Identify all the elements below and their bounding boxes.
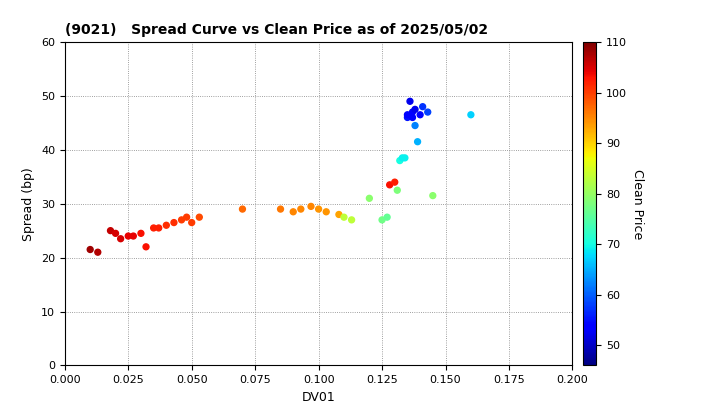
Point [275, 206, 287, 213]
Point [305, 203, 317, 210]
Point [338, 214, 350, 220]
Point [384, 181, 395, 188]
Point [382, 214, 393, 220]
Point [109, 230, 121, 237]
Point [407, 109, 418, 116]
Point [465, 111, 477, 118]
Point [364, 195, 375, 202]
Point [127, 233, 139, 239]
Point [409, 106, 420, 113]
Point [397, 155, 408, 161]
Point [407, 114, 418, 121]
Y-axis label: Spread (bp): Spread (bp) [22, 167, 35, 241]
Point [404, 98, 415, 105]
Point [181, 214, 192, 220]
Point [287, 208, 299, 215]
Point [237, 206, 248, 213]
Point [399, 155, 410, 161]
Point [333, 211, 345, 218]
Point [104, 227, 116, 234]
Point [394, 157, 405, 164]
Point [186, 219, 197, 226]
Point [346, 217, 357, 223]
Point [320, 208, 332, 215]
Point [415, 111, 426, 118]
Point [313, 206, 325, 213]
Point [135, 230, 147, 237]
Point [389, 179, 400, 186]
Point [194, 214, 205, 220]
Point [153, 225, 164, 231]
Point [161, 222, 172, 228]
Point [402, 114, 413, 121]
Point [377, 217, 388, 223]
X-axis label: DV01: DV01 [302, 391, 336, 404]
Point [412, 138, 423, 145]
Text: (9021)   Spread Curve vs Clean Price as of 2025/05/02: (9021) Spread Curve vs Clean Price as of… [65, 23, 488, 37]
Point [92, 249, 104, 255]
Point [140, 244, 152, 250]
Point [295, 206, 307, 213]
Point [115, 235, 127, 242]
Point [148, 225, 159, 231]
Point [402, 111, 413, 118]
Y-axis label: Clean Price: Clean Price [631, 168, 644, 239]
Point [122, 233, 134, 239]
Point [392, 187, 403, 194]
Point [417, 103, 428, 110]
Point [422, 109, 433, 116]
Point [168, 219, 180, 226]
Point [409, 122, 420, 129]
Point [84, 246, 96, 253]
Point [176, 217, 187, 223]
Point [427, 192, 438, 199]
